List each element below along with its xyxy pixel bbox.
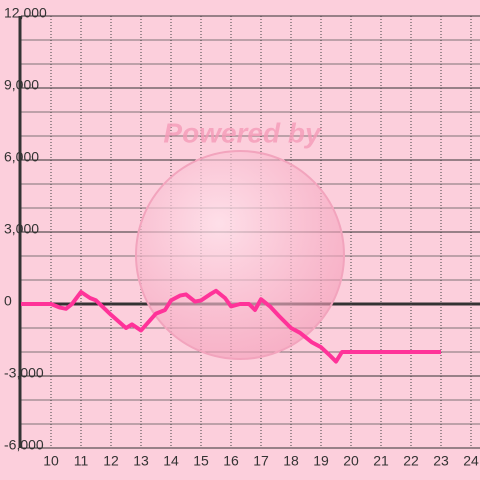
y-tick-label: -3,000 <box>4 365 44 381</box>
y-tick-label: 0 <box>4 293 12 309</box>
x-tick-label: 13 <box>133 453 149 469</box>
plot <box>21 288 441 364</box>
x-tick-label: 22 <box>403 453 419 469</box>
y-tick-label: 6,000 <box>4 149 39 165</box>
x-tick-label: 16 <box>223 453 239 469</box>
y-tick-label: 9,000 <box>4 77 39 93</box>
x-tick-label: 10 <box>43 453 59 469</box>
x-tick-label: 11 <box>74 453 89 469</box>
x-tick-label: 19 <box>313 453 329 469</box>
x-tick-label: 24 <box>463 453 479 469</box>
grid: -6,000 -3,000 0 3,000 6,000 9,000 12,000 10 11 12… <box>4 5 480 469</box>
x-tick-label: 15 <box>193 453 209 469</box>
y-tick-label: 3,000 <box>4 221 39 237</box>
x-tick-label: 18 <box>283 453 299 469</box>
x-tick-label: 23 <box>433 453 449 469</box>
x-tick-label: 20 <box>343 453 359 469</box>
x-tick-label: 14 <box>163 453 179 469</box>
x-tick-label: 21 <box>373 453 389 469</box>
y-tick-label: -6,000 <box>4 437 44 453</box>
watermark-logo <box>135 150 345 360</box>
watermark-text: Powered by <box>163 117 322 148</box>
line-series <box>21 288 441 364</box>
x-tick-label: 12 <box>103 453 119 469</box>
x-tick-label: 17 <box>253 453 269 469</box>
y-tick-label: 12,000 <box>4 5 47 21</box>
